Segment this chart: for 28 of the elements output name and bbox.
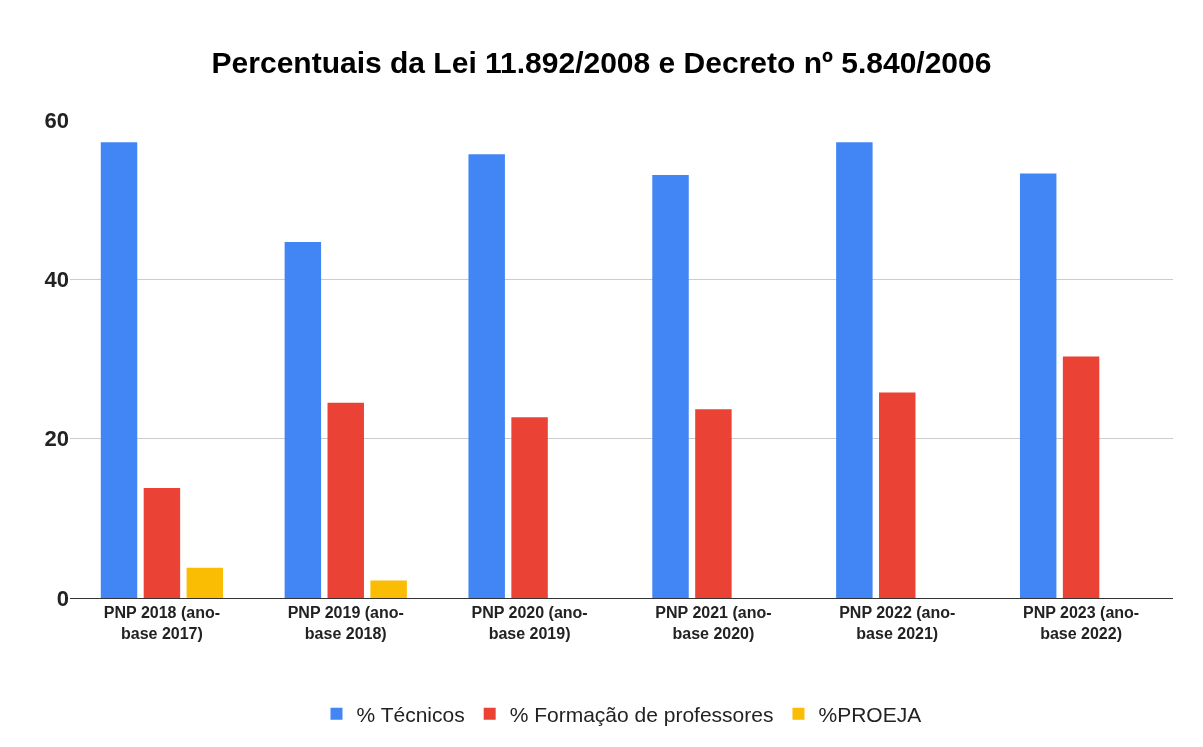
x-tick-label: PNP 2018 (ano-base 2017) bbox=[103, 604, 221, 642]
bar bbox=[695, 409, 732, 598]
bar bbox=[327, 402, 364, 598]
bar bbox=[511, 417, 548, 598]
chart-title: Percentuais da Lei 11.892/2008 e Decreto nº 5.840/2006 bbox=[211, 46, 992, 80]
bar bbox=[100, 142, 138, 598]
bar bbox=[284, 241, 322, 598]
legend-label: %PROEJA bbox=[818, 702, 922, 726]
bar bbox=[468, 154, 505, 598]
bar bbox=[186, 567, 224, 598]
y-tick-label: 20 bbox=[44, 426, 69, 452]
x-tick-label: PNP 2021 (ano-base 2020) bbox=[655, 604, 772, 642]
x-tick-label: PNP 2023 (ano-base 2022) bbox=[1022, 604, 1140, 642]
bar bbox=[879, 392, 916, 598]
bar bbox=[836, 142, 873, 598]
legend-label: % Técnicos bbox=[356, 702, 465, 726]
bar bbox=[143, 488, 181, 598]
y-tick-label: 0 bbox=[56, 585, 69, 611]
x-tick-label: PNP 2019 (ano-base 2018) bbox=[287, 604, 404, 642]
x-tick-label: PNP 2022 (ano-base 2021) bbox=[839, 604, 956, 642]
y-tick-label: 60 bbox=[44, 107, 69, 133]
x-tick-label: PNP 2020 (ano-base 2019) bbox=[471, 604, 588, 642]
legend-label: % Formação de professores bbox=[509, 702, 774, 726]
y-tick-label: 40 bbox=[44, 267, 69, 293]
bar bbox=[1062, 356, 1100, 598]
bar bbox=[652, 174, 689, 598]
bar bbox=[370, 580, 407, 598]
bar bbox=[1019, 173, 1057, 598]
